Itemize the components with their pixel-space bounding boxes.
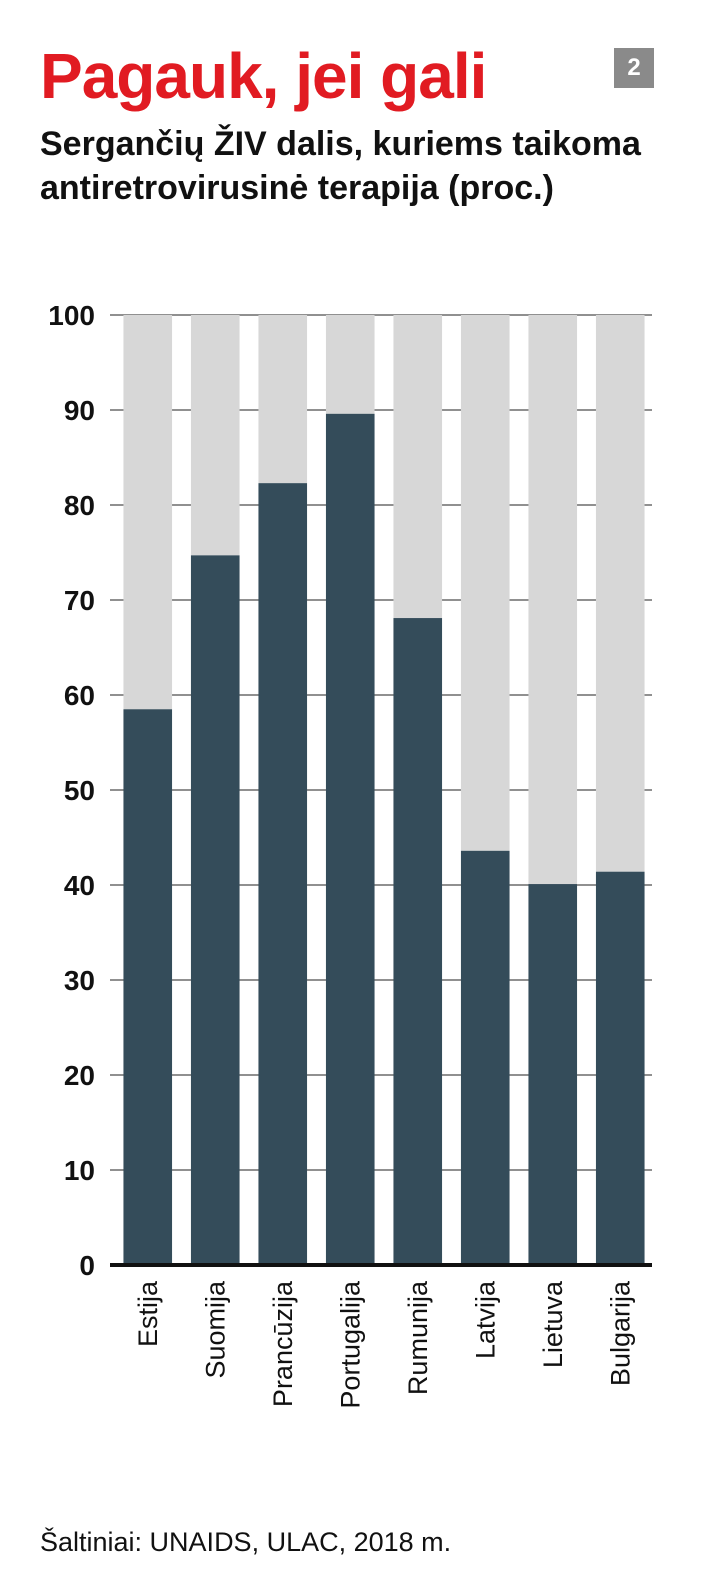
bar-remainder xyxy=(460,315,510,851)
x-tick-label: Latvija xyxy=(470,1280,500,1359)
bar-remainder xyxy=(325,315,375,414)
bar xyxy=(528,884,578,1265)
x-tick-label: Portugalija xyxy=(335,1280,365,1409)
y-tick-label: 100 xyxy=(48,300,95,331)
chart-number-badge: 2 xyxy=(614,48,654,88)
y-tick-label: 90 xyxy=(64,395,95,426)
bar-chart: 0 10 20 30 40 50 60 70 80 90 100 Estija Suomija Pranc… xyxy=(48,300,652,1409)
x-tick-label: Suomija xyxy=(200,1280,230,1379)
y-tick-label: 40 xyxy=(64,870,95,901)
y-tick-label: 60 xyxy=(64,680,95,711)
y-tick-label: 80 xyxy=(64,490,95,521)
bar xyxy=(258,483,308,1265)
chart-subtitle: Sergančių ŽIV dalis, kuriems taikoma ant… xyxy=(40,125,641,207)
y-tick-label: 30 xyxy=(64,965,95,996)
y-tick-label: 10 xyxy=(64,1155,95,1186)
bar xyxy=(325,413,375,1265)
x-tick-label: Rumunija xyxy=(403,1280,433,1395)
y-tick-label: 0 xyxy=(79,1250,95,1281)
bar xyxy=(123,709,173,1265)
x-tick-label: Bulgarija xyxy=(605,1280,635,1386)
y-tick-label: 20 xyxy=(64,1060,95,1091)
y-tick-label: 70 xyxy=(64,585,95,616)
bar-remainder xyxy=(393,315,443,619)
chart-title: Pagauk, jei gali xyxy=(40,40,487,112)
bar-remainder xyxy=(528,315,578,885)
bar-remainder xyxy=(258,315,308,484)
x-tick-label: Lietuva xyxy=(538,1280,568,1368)
x-tick-label: Prancūzija xyxy=(268,1280,298,1407)
x-tick-label: Estija xyxy=(133,1280,163,1347)
bar-remainder xyxy=(123,315,173,710)
source-note: Šaltiniai: UNAIDS, ULAC, 2018 m. xyxy=(40,1527,452,1557)
bar xyxy=(460,850,510,1265)
bar xyxy=(595,871,645,1265)
bar xyxy=(190,555,240,1265)
bar xyxy=(393,618,443,1265)
bar-remainder xyxy=(595,315,645,872)
bar-remainder xyxy=(190,315,240,556)
y-tick-label: 50 xyxy=(64,775,95,806)
